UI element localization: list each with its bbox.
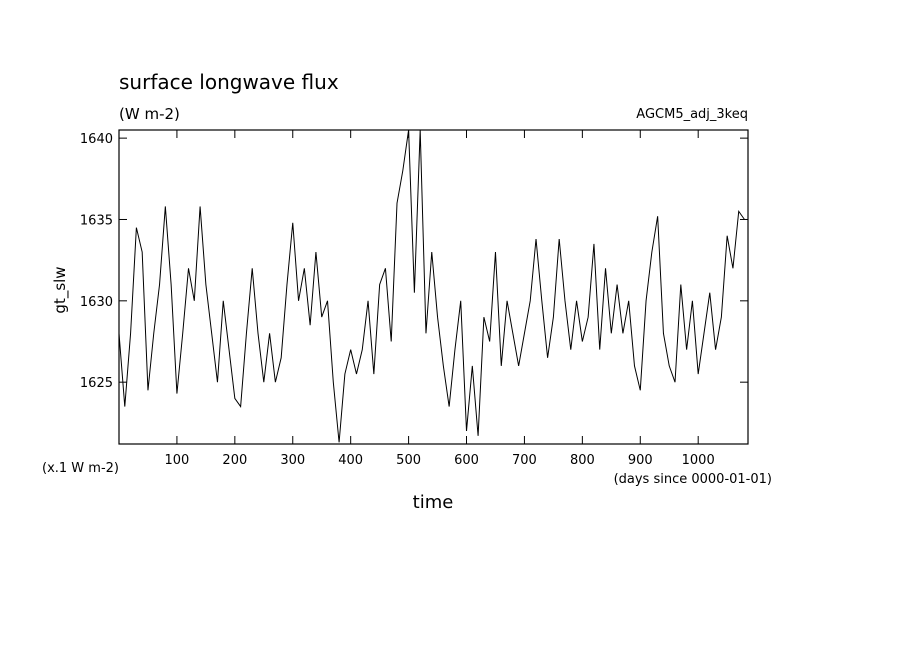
x-axis-label: time bbox=[413, 492, 454, 513]
y-tick-label: 1635 bbox=[80, 213, 113, 228]
chart-subtitle: (W m-2) bbox=[119, 105, 180, 123]
y-tick-label: 1640 bbox=[80, 132, 113, 147]
x-tick-label: 300 bbox=[280, 453, 305, 468]
y-tick-label: 1630 bbox=[80, 295, 113, 310]
x-tick-label: 900 bbox=[628, 453, 653, 468]
chart-title: surface longwave flux bbox=[119, 70, 339, 94]
x-tick-label: 1000 bbox=[682, 453, 715, 468]
x-units: (days since 0000-01-01) bbox=[614, 472, 772, 487]
x-tick-label: 600 bbox=[454, 453, 479, 468]
data-line bbox=[119, 130, 745, 443]
x-tick-label: 700 bbox=[512, 453, 537, 468]
x-tick-label: 800 bbox=[570, 453, 595, 468]
x-tick-label: 400 bbox=[338, 453, 363, 468]
y-axis-label: gt_slw bbox=[51, 266, 70, 313]
x-tick-label: 100 bbox=[165, 453, 190, 468]
experiment-label: AGCM5_adj_3keq bbox=[636, 107, 748, 122]
y-tick-label: 1625 bbox=[80, 376, 113, 391]
x-tick-label: 500 bbox=[396, 453, 421, 468]
x-tick-label: 200 bbox=[222, 453, 247, 468]
y-units: (x.1 W m-2) bbox=[42, 461, 119, 476]
plot-frame bbox=[118, 129, 749, 445]
